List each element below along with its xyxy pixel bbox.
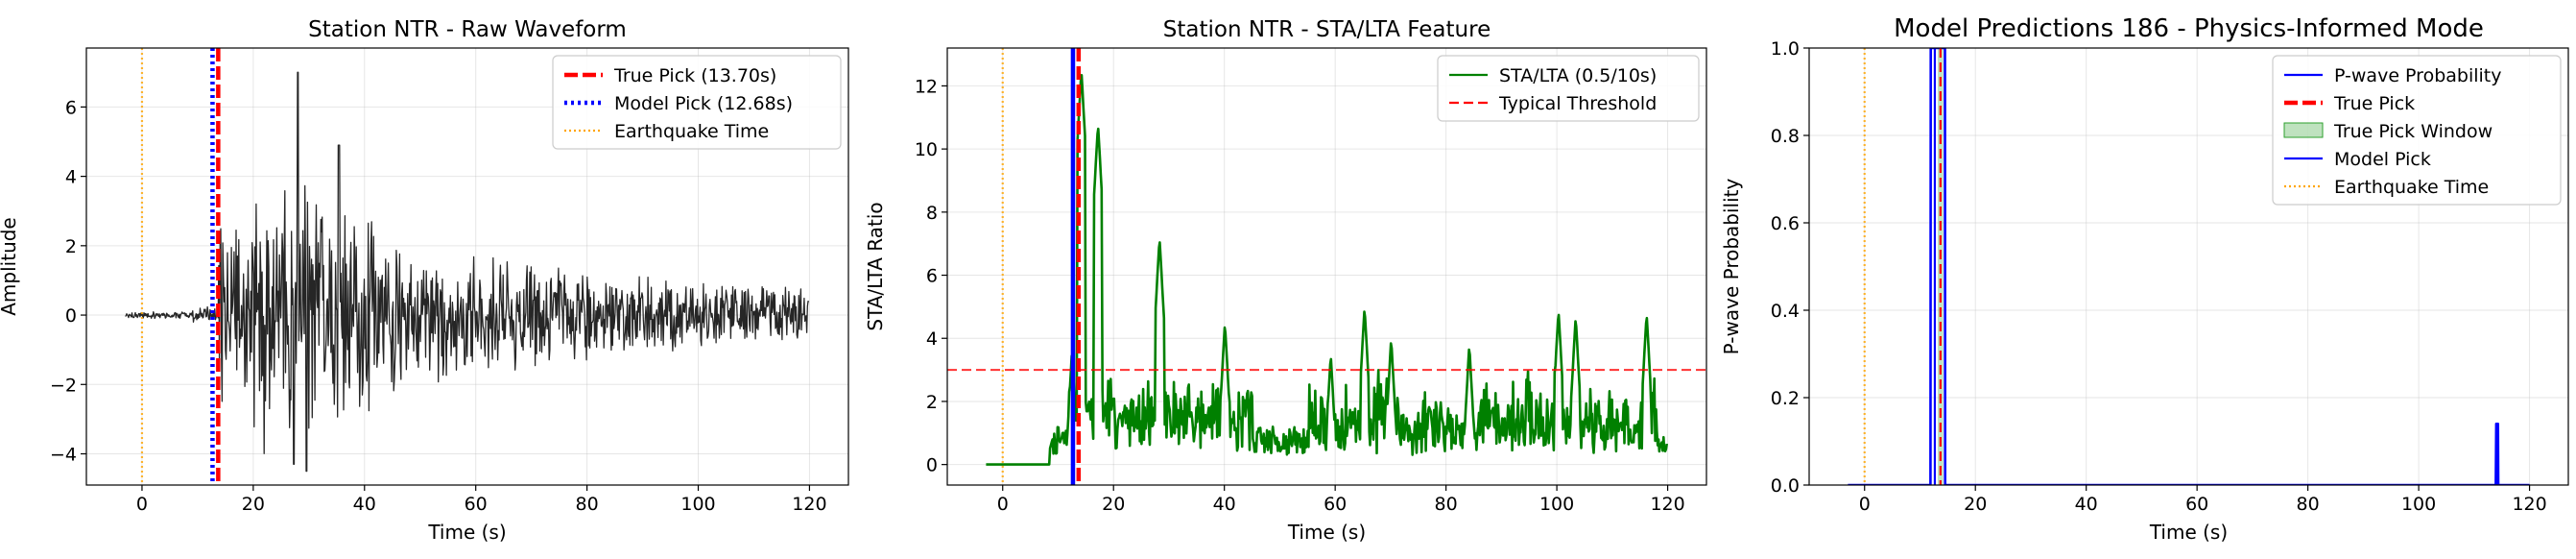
x-tick-label: 120 [1650,494,1684,515]
x-tick-label: 80 [1435,494,1458,515]
legend-label: STA/LTA (0.5/10s) [1499,65,1657,86]
legend-label: Earthquake Time [614,121,769,142]
legend-label: True Pick (13.70s) [613,65,776,86]
legend-label: Earthquake Time [2334,177,2489,198]
y-axis-label: STA/LTA Ratio [864,202,887,330]
y-tick-label: 6 [926,266,938,287]
legend-label: Typical Threshold [1498,93,1657,114]
legend-box [1437,55,1700,122]
series-line [125,71,810,473]
x-tick-label: 0 [136,494,148,515]
y-tick-label: 0.0 [1771,475,1800,497]
x-axis-label: Time (s) [1287,521,1366,544]
x-axis-label: Time (s) [2149,521,2228,544]
y-tick-label: 0.2 [1771,388,1800,409]
y-tick-label: 10 [915,139,938,160]
axes-frame [85,47,849,486]
y-axis-label: Amplitude [0,217,20,316]
x-tick-label: 0 [1859,494,1871,515]
y-tick-label: 12 [915,76,938,97]
legend-label: P-wave Probability [2334,65,2502,86]
y-tick-label: −4 [50,445,77,466]
legend-label: True Pick [2333,93,2415,114]
legend: STA/LTA (0.5/10s) Typical Threshold [1437,55,1700,122]
x-tick-label: 20 [242,494,265,515]
x-tick-label: 60 [2185,494,2208,515]
plot-area [947,48,1706,485]
y-tick-label: 0.6 [1771,213,1800,234]
chart-title: Model Predictions 186 - Physics-Informed… [1894,14,2484,43]
series-line [1848,48,2530,485]
legend-label: True Pick Window [2333,121,2493,142]
x-tick-label: 20 [1964,494,1987,515]
plot-area [125,48,810,485]
chart-title: Station NTR - Raw Waveform [308,17,627,42]
y-tick-label: 4 [926,328,938,350]
x-tick-label: 60 [465,494,488,515]
x-tick-label: 40 [1213,494,1236,515]
x-tick-label: 120 [2512,494,2546,515]
chart-title: Station NTR - STA/LTA Feature [1163,17,1491,42]
x-tick-label: 100 [1539,494,1574,515]
x-tick-label: 80 [576,494,599,515]
y-tick-label: 6 [65,97,77,118]
y-tick-label: 0 [926,455,938,476]
x-tick-label: 80 [2297,494,2320,515]
x-tick-label: 40 [2075,494,2098,515]
y-tick-label: −2 [50,375,77,396]
y-tick-label: 1.0 [1771,38,1800,60]
axes-frame [946,47,1707,486]
legend-label: Model Pick [2334,149,2431,170]
y-tick-label: 0.4 [1771,301,1800,322]
x-tick-label: 40 [353,494,376,515]
legend-box [2272,55,2562,206]
y-tick-label: 4 [65,167,77,188]
y-tick-label: 2 [65,236,77,257]
y-tick-label: 0 [65,305,77,327]
axes-frame [1808,47,2569,486]
legend-box [552,55,842,150]
legend: True Pick (13.70s) Model Pick (12.68s) Ear… [552,55,842,150]
x-tick-label: 120 [792,494,826,515]
legend-swatch [2283,122,2324,138]
legend: P-wave Probability True Pick True Pick Win… [2272,55,2562,206]
y-tick-label: 2 [926,392,938,413]
y-tick-label: 8 [926,203,938,224]
y-axis-label: P-wave Probability [1720,179,1743,355]
legend-label: Model Pick (12.68s) [614,93,793,114]
y-tick-label: 0.8 [1771,126,1800,147]
x-axis-label: Time (s) [427,521,506,544]
chart-panel-1: 0 20 40 60 80 100 120 −4 −2 0 2 4 6 Station NTR - Raw… [0,17,849,544]
plot-area [1848,48,2530,485]
x-tick-label: 20 [1102,494,1125,515]
x-tick-label: 60 [1324,494,1347,515]
x-tick-label: 0 [997,494,1009,515]
chart-panel-3: 0 20 40 60 80 100 120 0.0 0.2 0.4 0.6 0.8 1.0 Model P… [1720,14,2569,544]
x-tick-label: 100 [680,494,715,515]
chart-panel-2: 0 20 40 60 80 100 120 0 2 4 6 8 10 12 Station NTR - ST… [864,17,1707,544]
series-line [986,74,1668,466]
x-tick-label: 100 [2401,494,2436,515]
